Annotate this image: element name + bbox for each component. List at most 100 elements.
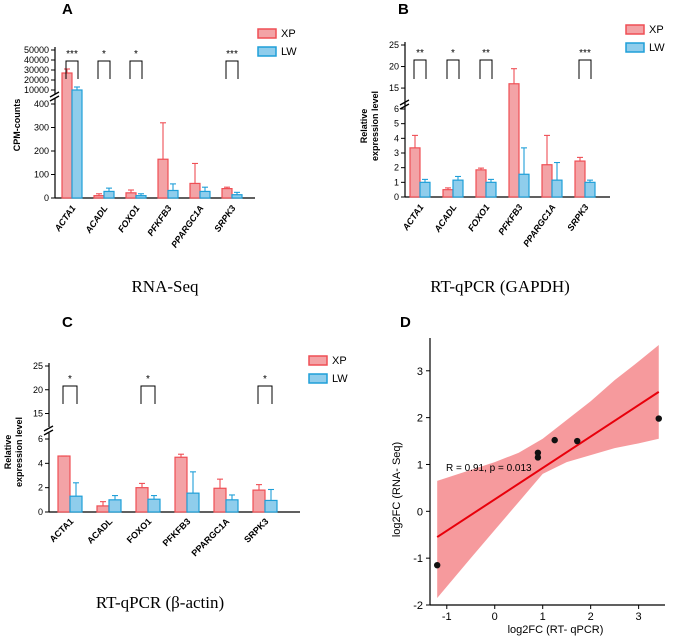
chart-panel-b: 0 1 2 3 4 5 6 15 20 25 Relativeexpression level ACT… (359, 24, 665, 249)
bar-lw (135, 195, 147, 199)
y-tick-label: 1 (417, 459, 423, 471)
y-tick-label: 50000 (24, 45, 49, 55)
significance-bracket (257, 385, 273, 404)
significance-marker: *** (579, 48, 591, 59)
bar-xp (475, 169, 487, 198)
significance-marker: * (134, 49, 138, 60)
y-axis-label: Relativeexpression level (359, 91, 380, 161)
significance-bracket (225, 60, 239, 79)
data-point (655, 415, 662, 422)
y-tick-label: 30000 (24, 65, 49, 75)
data-point (574, 437, 581, 445)
y-tick-label: -2 (413, 600, 423, 612)
bar-xp (221, 188, 233, 199)
axis-break-mark (49, 91, 60, 98)
bar-lw (199, 190, 211, 199)
bar-xp (409, 147, 421, 198)
y-axis-label: log2FC (RNA- Seq) (391, 442, 403, 537)
significance-bracket (578, 59, 592, 79)
significance-bracket (140, 385, 156, 404)
bar-lw (71, 89, 83, 199)
bar-xp (157, 158, 169, 199)
bar-lw (108, 499, 122, 513)
y-tick-label: 25 (33, 361, 43, 371)
caption-a: RNA-Seq (131, 277, 199, 296)
data-point (534, 449, 542, 456)
data-point (551, 436, 558, 444)
x-tick-label: ACTA1 (400, 202, 426, 233)
significance-marker: ** (482, 48, 490, 59)
bar-lw (231, 194, 243, 199)
y-tick-label: 15 (389, 83, 399, 93)
significance-bracket (65, 60, 79, 79)
y-tick-label: 0 (38, 507, 43, 517)
x-tick-label: PFKFB3 (496, 202, 524, 236)
significance-marker: * (146, 374, 150, 385)
significance-marker: ** (416, 48, 424, 59)
y-tick-label: 300 (34, 123, 49, 133)
y-tick-label: 4 (394, 133, 399, 143)
y-tick-label: 25 (389, 40, 399, 50)
bar-lw (452, 179, 464, 198)
y-tick-label: 20 (33, 385, 43, 395)
y-axis-label-line: expression level (370, 91, 380, 161)
y-tick-label: 5 (394, 119, 399, 129)
y-tick-label: 2 (394, 163, 399, 173)
bar-xp (213, 487, 227, 513)
y-axis-label-line: Relative (3, 435, 13, 470)
bar-xp (125, 192, 137, 199)
panel-letter-d: D (400, 314, 411, 331)
confidence-band (437, 345, 659, 598)
y-tick-label: 4 (38, 458, 43, 468)
axis-break-mark (43, 429, 54, 436)
bar-lw (419, 181, 431, 198)
x-tick-label: 1 (540, 611, 546, 623)
caption-c: RT-qPCR (β-actin) (96, 593, 224, 612)
bar-xp (174, 456, 188, 513)
correlation-annotation: R = 0.91, p = 0.013 (446, 463, 532, 474)
y-tick-label: 2 (417, 413, 423, 425)
significance-marker: *** (226, 49, 238, 60)
x-tick-label: PFKFB3 (161, 516, 193, 548)
bar-lw (147, 498, 161, 513)
y-axis-label: Relativeexpression level (3, 417, 24, 487)
legend-swatch-lw (257, 46, 277, 57)
bar-lw (518, 173, 530, 198)
legend-swatch-lw (625, 42, 645, 53)
bar-xp (61, 72, 73, 199)
bar-lw (69, 495, 83, 513)
legend-label-xp: XP (332, 355, 347, 367)
significance-bracket (413, 59, 427, 79)
y-axis-label: CPM-counts (12, 99, 22, 152)
legend-swatch-lw (308, 373, 328, 384)
significance-bracket (479, 59, 493, 79)
panel-letter-c: C (62, 314, 73, 331)
significance-marker: * (451, 48, 455, 59)
y-tick-label: 6 (38, 434, 43, 444)
legend-label-xp: XP (281, 28, 296, 40)
data-point (534, 454, 542, 461)
legend-swatch-xp (625, 24, 645, 35)
bar-xp (442, 189, 454, 198)
bar-lw (584, 181, 596, 198)
legend-label-xp: XP (649, 24, 664, 36)
x-tick-label: ACADL (83, 203, 110, 235)
x-tick-label: FOXO1 (125, 516, 154, 545)
y-tick-label: 3 (417, 366, 423, 378)
legend-swatch-xp (308, 355, 328, 366)
y-tick-label: -1 (413, 553, 423, 565)
x-tick-label: 0 (492, 611, 498, 623)
legend-label-lw: LW (649, 42, 665, 54)
bar-lw (485, 181, 497, 198)
x-tick-label: SRPK3 (212, 203, 237, 233)
x-tick-label: ACADL (85, 516, 115, 546)
x-tick-label: FOXO1 (466, 202, 492, 233)
panel-letter-a: A (62, 1, 73, 18)
bar-xp (252, 489, 266, 513)
y-tick-label: 20 (389, 62, 399, 72)
x-tick-label: -1 (442, 611, 452, 623)
bar-xp (541, 164, 553, 198)
significance-bracket (129, 60, 143, 79)
